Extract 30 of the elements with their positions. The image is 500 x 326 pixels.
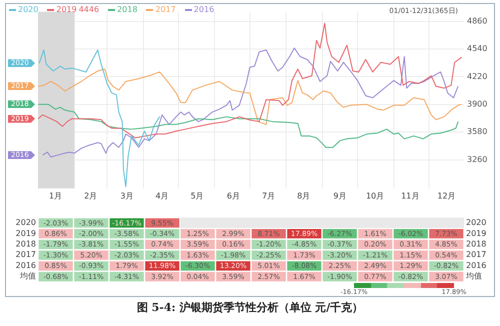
y-tick-label: 2016 [16,260,36,270]
x-tick-label: 5月 [190,191,204,200]
text: 图 5-4: 沪银期货季节性分析（单位 元/千克） [136,300,364,315]
y-tick-label: 均值 [19,272,36,281]
y-tick-label: 2018 [16,240,36,249]
y-tick-label: 3580 [467,127,488,136]
y-tick-label: 4540 [467,44,488,54]
x-tick-label: 12月 [437,191,456,200]
y-tick-label: 4220 [467,72,488,81]
x-tick-label: 4月 [156,191,169,200]
x-tick-label: 7月 [262,191,276,200]
x-tick-label: 3月 [120,191,134,200]
annotation: 4446 [78,5,100,14]
y-tick-label: 3900 [467,100,488,109]
y-tick-label: 2019 [16,228,36,238]
legend-label: 2016 [194,5,214,14]
y-tick-label: 4860 [467,16,488,26]
legend-label: 2018 [117,5,138,14]
x-tick-label: 9月 [333,191,346,200]
legend-label: 2017 [155,5,176,14]
x-tick-label: 10月 [366,191,384,200]
x-tick-label: 8月 [297,191,310,200]
y-tick-label: 3260 [467,154,488,164]
x-tick-label: 2月 [84,191,98,200]
x-tick-label: 11月 [401,191,420,200]
x-tick-label: 6月 [226,191,240,200]
legend-label: 2019 [56,5,77,14]
x-tick-label: 1月 [49,191,62,200]
y-tick-label: 2017 [16,250,36,260]
y-tick-label: 2020 [16,218,36,228]
